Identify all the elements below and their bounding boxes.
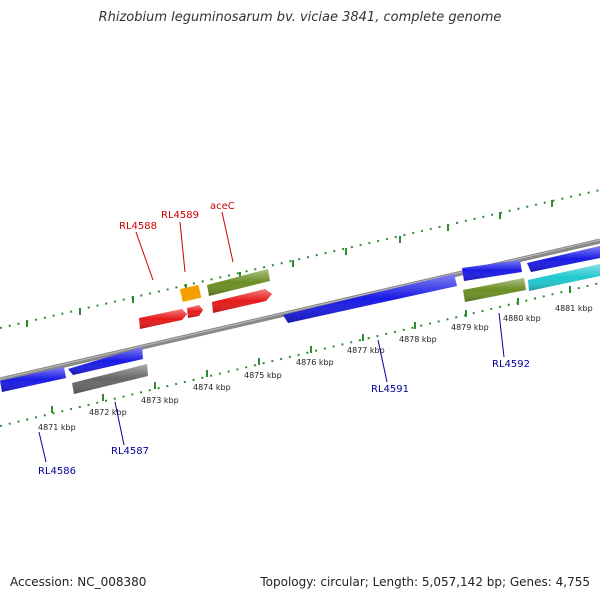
gene-label[interactable]: RL4592 — [492, 359, 530, 370]
scale-label: 4879 kbp — [451, 323, 489, 332]
scale-label: 4871 kbp — [38, 423, 76, 432]
gene-label[interactable]: RL4587 — [111, 446, 149, 457]
gene-rl4589[interactable] — [179, 284, 202, 302]
scale-label: 4872 kbp — [89, 408, 127, 417]
scale-label: 4874 kbp — [193, 383, 231, 392]
topology-text: Topology: circular; Length: 5,057,142 bp… — [260, 575, 590, 589]
gene-label[interactable]: RL4591 — [371, 384, 409, 395]
scale-label: 4881 kbp — [555, 304, 593, 313]
gene-label[interactable]: RL4586 — [38, 466, 76, 477]
accession-text: Accession: NC_008380 — [10, 575, 147, 589]
forward-strand-genes — [139, 246, 600, 329]
gene-label[interactable]: aceC — [210, 201, 235, 212]
gene-labels: RL4588 RL4589 aceC RL4586 RL4587 RL4591 … — [38, 201, 530, 477]
scale-label: 4880 kbp — [503, 314, 541, 323]
scale-label: 4873 kbp — [141, 396, 179, 405]
scale-label: 4878 kbp — [399, 335, 437, 344]
map-title: Rhizobium leguminosarum bv. viciae 3841,… — [98, 10, 502, 25]
scale-label: 4876 kbp — [296, 358, 334, 367]
major-ticks — [26, 200, 571, 413]
leader-lines — [38, 211, 505, 463]
gene-label[interactable]: RL4588 — [119, 221, 157, 232]
scale-label: 4877 kbp — [347, 346, 385, 355]
reverse-strand-genes — [0, 264, 600, 394]
scale-labels: 4871 kbp 4872 kbp 4873 kbp 4874 kbp 4875… — [38, 304, 593, 432]
scale-label: 4875 kbp — [244, 371, 282, 380]
gene-label[interactable]: RL4589 — [161, 210, 199, 221]
upper-tick-track — [0, 189, 600, 329]
lower-tick-track — [0, 282, 600, 427]
